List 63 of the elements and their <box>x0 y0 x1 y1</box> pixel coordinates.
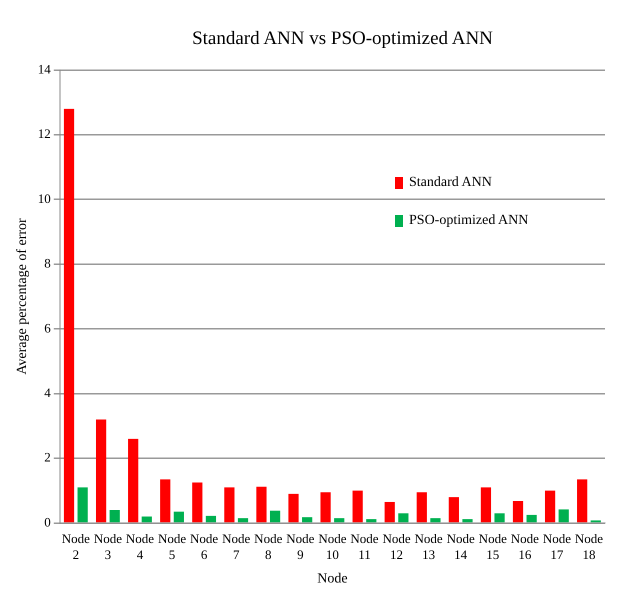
bar <box>462 519 473 522</box>
y-tick-label: 6 <box>44 320 52 336</box>
x-tick-label: Node 17 <box>542 531 572 562</box>
bar <box>480 487 492 522</box>
bar <box>78 487 88 522</box>
bar <box>128 438 138 522</box>
bar <box>544 490 556 522</box>
bar <box>558 509 569 522</box>
bar <box>334 518 344 522</box>
bar <box>174 512 184 522</box>
y-tick-label: 2 <box>44 450 51 465</box>
bar <box>238 518 248 522</box>
y-tick-label: 4 <box>44 384 52 400</box>
bar <box>270 510 280 522</box>
legend-label: PSO-optimized ANN <box>409 213 528 229</box>
bar <box>384 502 395 522</box>
bar <box>526 514 537 522</box>
x-tick-label: Node 15 <box>478 531 508 562</box>
y-tick-label: 0 <box>44 514 51 530</box>
bar <box>110 510 120 522</box>
y-tick-label: 12 <box>38 126 51 142</box>
x-tick-label: Node 6 <box>190 531 218 562</box>
bar <box>160 479 170 522</box>
bar <box>494 513 505 522</box>
bar <box>302 517 312 522</box>
x-tick-label: Node 2 <box>62 531 90 562</box>
x-tick-label: Node 13 <box>414 531 443 562</box>
y-tick-label: 14 <box>38 61 52 76</box>
x-tick-label: Node 9 <box>286 531 315 562</box>
bar <box>366 519 376 522</box>
x-tick-label: Node 7 <box>222 531 250 562</box>
x-tick-label: Node 16 <box>510 531 540 562</box>
x-tick-label: Node 4 <box>126 531 154 562</box>
y-tick-label: 10 <box>38 190 51 206</box>
x-tick-label: Node 18 <box>574 531 604 562</box>
bar <box>256 486 267 522</box>
legend-label: Standard ANN <box>409 175 492 191</box>
bar <box>320 492 331 522</box>
bar <box>206 516 216 522</box>
bar <box>352 490 363 522</box>
x-axis-title: Node <box>317 571 348 586</box>
bar <box>448 497 459 522</box>
bar <box>142 516 152 522</box>
bar <box>416 492 427 522</box>
y-axis-title: Average percentage of error <box>15 218 30 375</box>
bar <box>224 487 234 522</box>
bar <box>288 494 299 522</box>
chart-title: Standard ANN vs PSO-optimized ANN <box>191 28 494 50</box>
bar <box>577 479 588 522</box>
x-tick-label: Node 10 <box>318 531 347 562</box>
x-tick-label: Node 3 <box>94 531 122 562</box>
x-tick-label: Node 12 <box>382 531 411 562</box>
y-tick-label: 8 <box>44 256 51 271</box>
bar <box>96 419 106 522</box>
bar <box>512 500 524 522</box>
bar <box>398 513 408 522</box>
x-tick-label: Node 14 <box>446 531 475 562</box>
bar <box>430 518 441 522</box>
bar <box>192 482 202 522</box>
bar <box>64 108 74 522</box>
x-tick-label: Node 5 <box>158 531 186 562</box>
x-tick-label: Node 11 <box>350 531 379 562</box>
x-tick-label: Node 8 <box>254 531 283 562</box>
